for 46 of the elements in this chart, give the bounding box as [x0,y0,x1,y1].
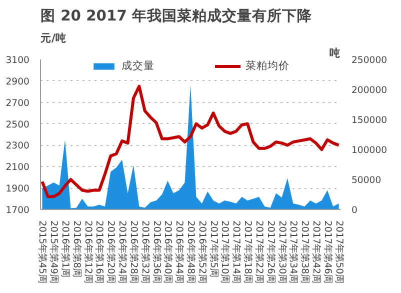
y2-axis-title: 吨 [330,46,340,60]
y-tick-label: 2300 [6,140,30,152]
x-tick-label: 2016年第28周 [128,220,139,284]
x-tick-label: 2017年第26周 [264,220,276,284]
x-tick-label: 2017年第10周 [219,220,230,284]
x-tick-label: 2016年第20周 [105,220,116,284]
y2-tick-label: 200000 [352,85,388,96]
y-tick-label: 2500 [6,119,30,130]
x-tick-label: 2016年第12周 [82,220,94,284]
y2-tick-label: 0 [352,205,358,216]
x-tick-label: 2016年第36周 [150,220,162,284]
legend-label: 菜粕均价 [246,59,290,73]
y2-tick-label: 50000 [352,175,382,186]
y-tick-label: 1700 [6,205,30,216]
x-tick-label: 2017年第22周 [253,220,264,284]
x-tick-label: 2016年第44周 [174,220,185,284]
x-tick-label: 2015年第45周 [36,220,48,284]
y-tick-label: 1900 [6,184,30,195]
y2-tick-label: 250000 [352,55,388,66]
x-tick-label: 2016年第32周 [139,220,150,284]
x-tick-label: 2017年第46周 [322,220,333,284]
y-axis-title: 元/吨 [40,32,66,44]
x-tick-label: 2015年第49周 [48,220,60,284]
x-tick-label: 2017年第14周 [230,220,242,284]
y2-tick-label: 150000 [352,115,388,126]
x-tick-label: 2017年第34周 [288,220,299,284]
y2-tick-label: 100000 [352,145,388,156]
legend-label: 成交量 [122,59,154,73]
x-tick-label: 2017年第42周 [310,220,322,284]
y-tick-label: 2700 [6,98,30,109]
x-tick-label: 2016年第1周 [60,220,71,278]
x-tick-label: 2017年第30周 [276,220,288,284]
x-tick-label: 2016年第40周 [162,220,174,284]
x-tick-label: 2017年第5周 [208,220,219,278]
chart-title: 图 20 2017 年我国菜粕成交量有所下降 [40,6,313,24]
y-tick-label: 2100 [6,162,30,174]
x-tick-label: 2016年第8周 [70,220,82,278]
x-tick-label: 2017年第50周 [333,220,344,284]
x-tick-label: 2016年第52周 [196,220,208,284]
x-tick-label: 2017年第38周 [299,220,310,284]
y-tick-label: 3100 [6,55,30,66]
x-tick-label: 2017年第18周 [242,220,254,284]
x-tick-label: 2016年第16周 [94,220,105,284]
x-tick-label: 2016年第48周 [185,220,196,284]
x-tick-label: 2016年第24周 [116,220,128,284]
y-tick-label: 2900 [6,76,30,88]
